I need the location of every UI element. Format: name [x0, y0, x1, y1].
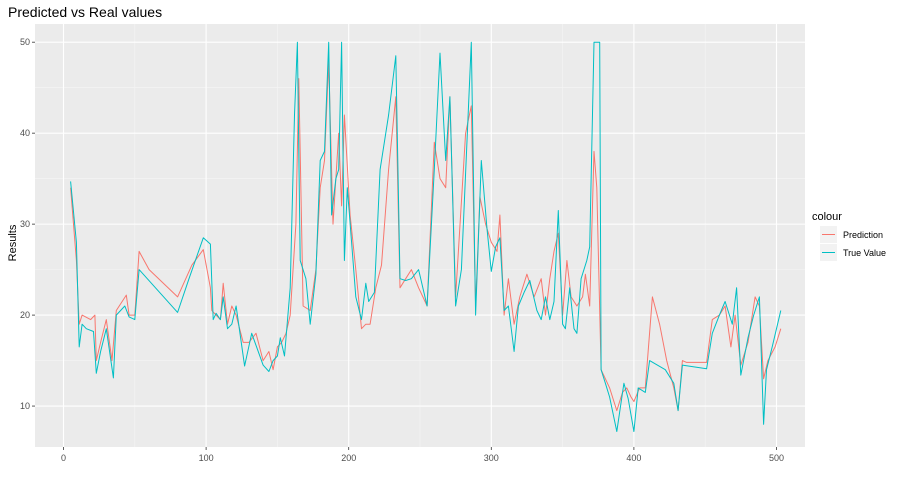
x-axis-ticks: 0 100 200 300 400 500 — [61, 447, 784, 463]
series-lines — [70, 41, 782, 432]
x-tick-label: 0 — [61, 453, 66, 463]
legend-title: colour — [812, 211, 842, 223]
y-tick-label: 10 — [20, 401, 30, 411]
minor-gridlines — [35, 24, 805, 447]
y-tick-label: 20 — [20, 310, 30, 320]
chart-title: Predicted vs Real values — [8, 4, 162, 20]
series-line-prediction — [70, 59, 782, 412]
x-tick-label: 500 — [769, 453, 784, 463]
x-tick-label: 200 — [341, 453, 356, 463]
x-tick-label: 100 — [199, 453, 214, 463]
y-axis-ticks: 10 20 30 40 50 — [20, 37, 35, 411]
x-tick-label: 300 — [484, 453, 499, 463]
major-gridlines — [35, 24, 805, 447]
x-tick-label: 400 — [626, 453, 641, 463]
series-line-true-value — [70, 41, 782, 432]
legend-items: Prediction True Value — [820, 226, 886, 261]
legend-label-prediction: Prediction — [843, 230, 883, 240]
legend-label-true-value: True Value — [843, 248, 886, 258]
y-tick-label: 30 — [20, 219, 30, 229]
legend: colour Prediction True Value — [812, 211, 886, 261]
y-tick-label: 40 — [20, 128, 30, 138]
y-tick-label: 50 — [20, 37, 30, 47]
y-axis-title: Results — [7, 224, 19, 261]
